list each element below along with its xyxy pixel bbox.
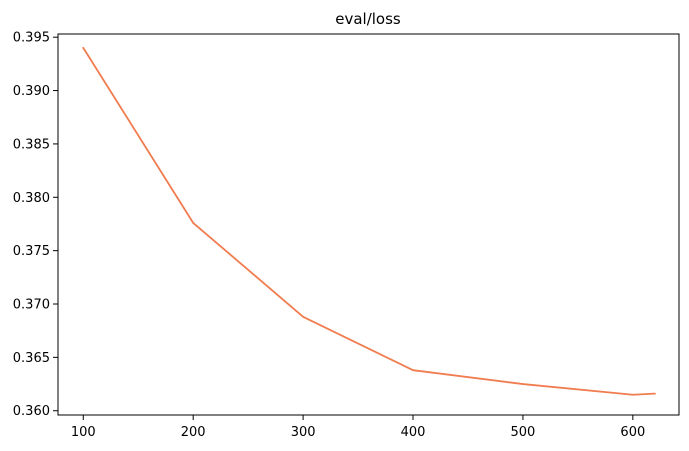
series-point: [522, 383, 524, 385]
y-tick-label: 0.370: [13, 298, 50, 313]
x-tick-label: 400: [401, 425, 426, 440]
y-tick-label: 0.385: [13, 137, 50, 152]
x-tick-label: 500: [511, 425, 536, 440]
series-point: [653, 392, 656, 395]
plot-frame: [57, 33, 680, 416]
y-tick-label: 0.380: [13, 191, 50, 206]
chart-title: eval/loss: [335, 10, 401, 28]
series-point: [192, 222, 195, 224]
series-point: [82, 46, 85, 49]
x-tick-label: 100: [71, 425, 96, 440]
series-layer: [82, 46, 656, 396]
y-tick-label: 0.390: [13, 84, 50, 99]
series-point: [631, 393, 634, 396]
y-axis: 0.360 0.365 0.370 0.375 0.380 0.385 0.390 0.395: [13, 31, 58, 419]
series-point: [412, 369, 414, 372]
series-point: [302, 315, 304, 318]
series-line-0: [82, 46, 656, 396]
y-tick-label: 0.365: [13, 351, 50, 366]
x-tick-label: 600: [620, 425, 645, 440]
y-tick-label: 0.360: [13, 404, 50, 419]
x-axis: 100 200 300 400 500 600: [71, 415, 645, 440]
y-tick-label: 0.375: [13, 244, 50, 259]
y-tick-label: 0.395: [13, 31, 50, 46]
x-tick-label: 200: [181, 425, 206, 440]
x-tick-label: 300: [291, 425, 316, 440]
